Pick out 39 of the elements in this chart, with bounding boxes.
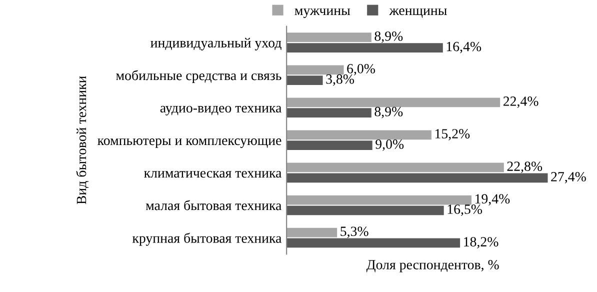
bar <box>286 130 432 140</box>
y-axis-title: Вид бытовой техники <box>76 76 89 204</box>
data-label: 18,2% <box>464 237 498 248</box>
data-label: 27,4% <box>551 172 586 184</box>
x-axis-title: Доля респондентов, % <box>366 260 499 272</box>
data-label: 22,8% <box>507 162 542 173</box>
data-label: 22,4% <box>503 96 538 108</box>
bar <box>286 195 472 205</box>
data-label: 3,8% <box>326 74 354 86</box>
bar <box>286 140 372 150</box>
bar <box>286 238 460 248</box>
y-tick-label: аудио-видео техника <box>160 106 282 116</box>
y-tick-label: компьютеры и комплексующие <box>98 138 282 148</box>
bar <box>286 206 444 216</box>
data-label: 19,4% <box>475 194 510 206</box>
bar <box>286 32 372 42</box>
y-tick-label: индивидуальный уход <box>150 38 282 50</box>
data-label: 9,0% <box>376 139 404 151</box>
bar <box>286 76 323 85</box>
data-label: 15,2% <box>435 129 470 140</box>
data-label: 8,9% <box>374 106 403 118</box>
data-label: 5,3% <box>340 226 368 238</box>
data-label: 8,9% <box>374 31 403 43</box>
bar <box>286 65 344 75</box>
legend-label: женщины <box>389 8 447 18</box>
bar <box>286 98 500 108</box>
data-label: 16,4% <box>446 42 482 54</box>
y-tick-label: мобильные средства и связь <box>116 70 282 84</box>
bar <box>286 43 443 52</box>
data-label: 6,0% <box>347 64 375 76</box>
bar <box>286 162 504 172</box>
y-tick-label: крупная бытовая техника <box>132 232 282 246</box>
bar <box>286 228 338 238</box>
y-tick-label: климатическая техника <box>144 170 282 178</box>
y-tick-label: малая бытовая техника <box>146 200 282 210</box>
data-label: 16,5% <box>448 204 482 216</box>
bar <box>286 173 548 183</box>
bar <box>286 108 372 118</box>
legend-label: мужчины <box>294 8 350 18</box>
